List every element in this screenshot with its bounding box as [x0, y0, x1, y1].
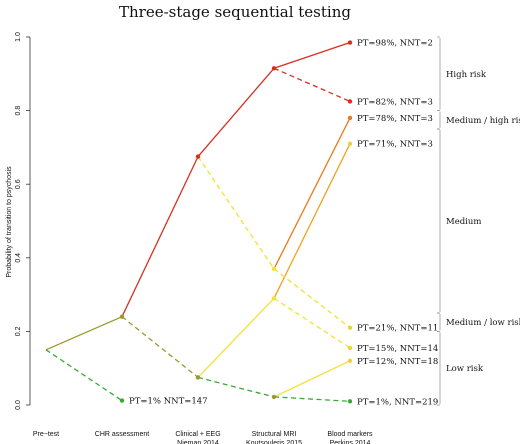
x-tick-label: Pre−test	[33, 431, 59, 438]
data-point	[347, 141, 353, 146]
data-point	[347, 358, 353, 364]
data-point	[195, 154, 201, 159]
y-axis-label: Probability of transition to psychosis	[6, 166, 13, 278]
x-tick-labels: Pre−test CHR assessment Clinical + EEG Niem…	[33, 431, 373, 444]
dashed-series-segment	[273, 268, 351, 329]
x-tick-label: Clinical + EEG Nieman 2014	[175, 431, 220, 444]
series-segment	[273, 143, 351, 299]
data-label: PT=71%, NNT=3	[357, 140, 433, 150]
data-label: PT=98%, NNT=2	[357, 39, 433, 49]
y-tick-label: 0.0	[15, 400, 22, 410]
y-tick-label: 0.8	[15, 106, 22, 116]
data-point	[195, 375, 201, 380]
y-tick-label: 0.4	[15, 253, 22, 263]
data-point	[119, 314, 125, 319]
series-lines	[45, 41, 351, 402]
data-label: PT=78%, NNT=3	[357, 114, 433, 124]
risk-group-label: Medium	[446, 217, 481, 227]
dashed-series-segment	[197, 156, 275, 270]
data-point	[347, 345, 353, 351]
series-segment	[197, 297, 275, 378]
risk-group-label: Low risk	[446, 364, 484, 374]
series-segment	[273, 360, 351, 398]
dashed-series-segment	[45, 349, 123, 402]
series-segment	[273, 117, 351, 270]
data-label: PT=1% NNT=147	[129, 397, 208, 407]
data-point	[271, 296, 277, 301]
dashed-series-segment	[273, 396, 351, 402]
data-label: PT=1%, NNT=219	[357, 397, 438, 407]
x-tick-label: CHR assessment	[95, 431, 150, 438]
series-segment	[121, 156, 199, 317]
data-point	[347, 40, 353, 45]
dashed-series-segment	[273, 297, 351, 349]
data-label: PT=12%, NNT=18	[357, 357, 438, 367]
data-point	[271, 266, 277, 272]
axes: 0.0 0.2 0.4 0.6 0.8 1.0	[15, 32, 31, 410]
dashed-series-segment	[273, 67, 351, 102]
y-tick-label: 1.0	[15, 32, 22, 42]
data-point	[347, 399, 353, 404]
dashed-series-segment	[197, 376, 275, 398]
data-label: PT=15%, NNT=14	[357, 344, 438, 354]
data-point	[347, 325, 353, 330]
y-tick-label: 0.6	[15, 179, 22, 189]
risk-group-label: Medium / high risk	[446, 116, 520, 126]
data-point	[347, 99, 353, 104]
data-point	[271, 394, 277, 400]
data-points	[119, 40, 353, 404]
data-labels: PT=98%, NNT=2 PT=82%, NNT=3 PT=78%, NNT=3 P…	[129, 39, 438, 408]
x-tick-label: Structural MRI Koutsouleris 2015	[246, 431, 302, 444]
data-label: PT=82%, NNT=3	[357, 97, 433, 107]
data-label: PT=21%, NNT=11	[357, 324, 438, 334]
series-segment	[45, 316, 123, 351]
data-point	[347, 115, 353, 121]
dashed-series-segment	[121, 316, 199, 378]
series-segment	[197, 67, 275, 158]
risk-group-label: High risk	[446, 70, 487, 80]
risk-brackets: High risk Medium / high risk Medium Medium …	[437, 36, 520, 406]
chart-title: Three-stage sequential testing	[119, 3, 351, 21]
y-tick-label: 0.2	[15, 326, 22, 336]
series-segment	[273, 41, 351, 69]
data-point	[271, 66, 277, 71]
x-tick-label: Blood markers Perkins 2014	[327, 431, 373, 444]
risk-group-label: Medium / low risk	[446, 318, 520, 328]
data-point	[119, 398, 125, 403]
